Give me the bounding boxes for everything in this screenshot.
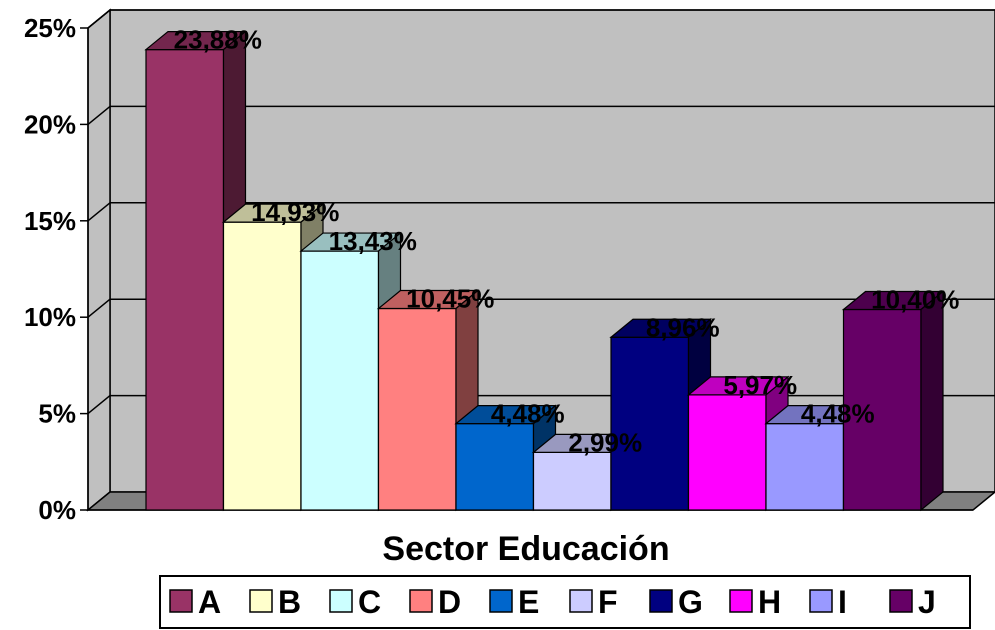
bar-J <box>841 290 945 512</box>
legend-item-D: D <box>409 584 461 620</box>
data-label-C: 13,43% <box>329 226 417 256</box>
legend-swatch <box>569 589 593 613</box>
legend-label: D <box>438 584 461 620</box>
bar-front <box>145 48 225 511</box>
bar-side <box>920 290 944 512</box>
legend-swatch <box>249 589 273 613</box>
data-label-E: 4,48% <box>491 399 565 429</box>
y-tick-label: 25% <box>24 13 76 43</box>
legend-label: J <box>918 584 936 620</box>
gridline-side <box>87 395 111 415</box>
legend-swatch <box>329 589 353 613</box>
y-tick-label: 5% <box>38 399 76 429</box>
legend-swatch <box>889 589 913 613</box>
y-tick-label: 0% <box>38 495 76 525</box>
data-label-H: 5,97% <box>723 370 797 400</box>
x-axis-title: Sector Educación <box>382 530 669 568</box>
legend-swatch <box>729 589 753 613</box>
bar-front <box>765 423 845 511</box>
data-label-A: 23,88% <box>174 25 262 55</box>
legend-box <box>159 575 971 629</box>
bar-front <box>300 250 380 511</box>
bar-front <box>842 308 922 511</box>
legend-item-A: A <box>169 584 221 620</box>
legend-label: F <box>598 584 618 620</box>
data-label-F: 2,99% <box>568 427 642 457</box>
data-label-G: 8,96% <box>646 312 720 342</box>
side-wall <box>87 8 111 512</box>
legend-label: B <box>278 584 301 620</box>
legend-item-B: B <box>249 584 301 620</box>
legend-item-G: G <box>649 584 703 620</box>
legend-label: G <box>678 584 703 620</box>
data-label-J: 10,40% <box>871 284 959 314</box>
data-label-D: 10,45% <box>406 284 494 314</box>
data-label-I: 4,48% <box>801 399 875 429</box>
bar-front <box>222 221 302 511</box>
legend-item-I: I <box>809 584 847 620</box>
bar-front <box>610 336 690 511</box>
legend-swatch <box>169 589 193 613</box>
y-tick-label: 20% <box>24 109 76 139</box>
legend-label: H <box>758 584 781 620</box>
gridline-side <box>87 105 111 125</box>
bar-front <box>455 423 535 511</box>
legend-swatch <box>409 589 433 613</box>
legend-item-J: J <box>889 584 936 620</box>
legend-item-C: C <box>329 584 381 620</box>
gridline-side <box>87 202 111 222</box>
legend-label: A <box>198 584 221 620</box>
bar-front <box>687 394 767 511</box>
legend-label: I <box>838 584 847 620</box>
y-tick-label: 15% <box>24 206 76 236</box>
data-label-B: 14,93% <box>251 197 339 227</box>
legend-swatch <box>649 589 673 613</box>
legend: A B C D E F G H I J <box>159 575 971 629</box>
legend-label: E <box>518 584 539 620</box>
data-labels: 23,88%14,93%13,43%10,45%4,48%2,99%8,96%5… <box>174 25 960 458</box>
legend-item-H: H <box>729 584 781 620</box>
y-tick-label: 10% <box>24 302 76 332</box>
legend-item-E: E <box>489 584 539 620</box>
bar-front <box>532 451 612 511</box>
legend-swatch <box>809 589 833 613</box>
legend-item-F: F <box>569 584 618 620</box>
bar-G <box>609 317 713 512</box>
gridline-side <box>87 9 111 29</box>
legend-label: C <box>358 584 381 620</box>
bars <box>144 30 945 512</box>
legend-swatch <box>489 589 513 613</box>
bar-front <box>377 307 457 511</box>
gridline-side <box>87 298 111 318</box>
